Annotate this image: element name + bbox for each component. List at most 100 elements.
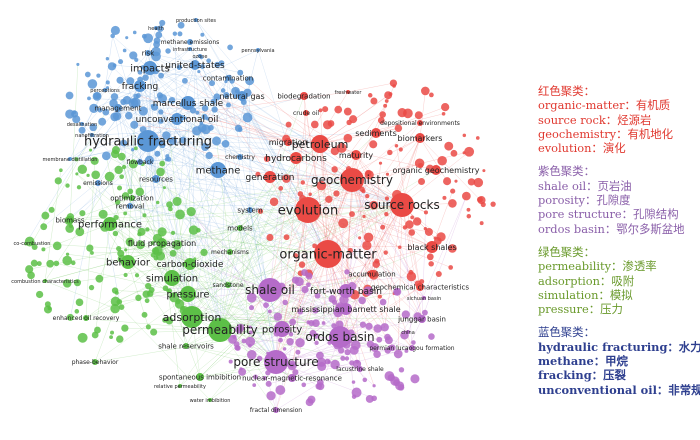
legend-green-item: adsorption：吸附 — [538, 273, 635, 288]
network-edge — [307, 209, 373, 275]
network-edge — [269, 273, 370, 291]
network-edge — [303, 95, 329, 255]
keyword-label: emissions — [83, 180, 113, 187]
network-node — [27, 271, 35, 280]
network-node — [117, 249, 125, 257]
network-node — [376, 336, 383, 343]
network-edge — [147, 140, 309, 211]
keyword-node — [208, 318, 232, 342]
keyword-node — [188, 47, 192, 51]
network-node — [301, 285, 309, 294]
network-edge — [198, 71, 271, 178]
network-edge — [204, 116, 241, 158]
keyword-node — [225, 75, 231, 81]
network-node — [393, 287, 402, 296]
network-node — [300, 180, 306, 185]
keyword-node — [198, 54, 202, 58]
network-node — [384, 347, 391, 354]
network-node — [116, 299, 123, 305]
network-edge — [307, 163, 420, 211]
keyword-node — [134, 80, 146, 92]
network-node — [423, 210, 428, 215]
network-node — [237, 69, 244, 76]
keyword-label: petroleum — [292, 138, 349, 151]
keyword-label: marcellus shale — [153, 99, 224, 109]
network-node — [398, 367, 405, 373]
network-node — [211, 106, 218, 113]
network-node — [380, 323, 389, 332]
network-edge — [375, 106, 446, 134]
network-edge — [339, 223, 344, 338]
network-edge — [351, 122, 421, 181]
network-edge — [217, 169, 296, 281]
network-node — [121, 324, 129, 332]
keyword-label: sichuan basin — [407, 296, 441, 302]
keyword-node — [371, 128, 381, 138]
network-node — [201, 143, 210, 151]
keyword-label: sediments — [355, 129, 396, 138]
network-edge — [219, 209, 251, 331]
network-node — [295, 338, 305, 348]
keyword-node — [273, 407, 279, 413]
network-node — [394, 143, 399, 148]
network-edge — [227, 209, 309, 286]
network-edge — [214, 109, 289, 143]
network-edge — [167, 77, 229, 157]
network-edge — [199, 55, 230, 77]
network-edge — [139, 161, 353, 181]
network-node — [145, 227, 150, 232]
network-node — [410, 215, 415, 220]
keyword-node — [368, 270, 376, 278]
network-node — [166, 201, 173, 208]
keyword-label: desalination — [67, 122, 98, 128]
network-node — [205, 151, 213, 160]
network-edge — [199, 272, 305, 378]
network-edge — [269, 289, 330, 363]
keyword-node — [274, 321, 290, 337]
network-edge — [179, 214, 231, 253]
network-node — [72, 110, 77, 115]
network-edge — [307, 203, 453, 211]
network-edge — [327, 122, 421, 255]
network-nodes — [24, 18, 496, 413]
network-node — [89, 123, 97, 132]
network-node — [267, 309, 272, 314]
network-edge — [104, 35, 113, 91]
network-node — [62, 255, 73, 266]
network-node — [283, 234, 290, 241]
network-edge — [69, 64, 79, 221]
keyword-label: shale oil — [245, 283, 295, 297]
keyword-label: water imbibition — [190, 398, 231, 404]
legend-red-item: source rock：烃源岩 — [538, 112, 652, 127]
network-node — [197, 70, 201, 74]
network-edge — [187, 102, 271, 291]
network-edge — [307, 209, 425, 299]
network-node — [365, 193, 370, 199]
network-edge — [155, 178, 403, 206]
network-node — [428, 333, 435, 340]
network-edge — [179, 311, 271, 387]
keyword-node — [346, 90, 350, 94]
keyword-node — [256, 48, 260, 52]
network-edge — [138, 95, 289, 143]
network-node — [420, 86, 430, 96]
keyword-node — [114, 104, 122, 112]
network-node — [466, 207, 471, 212]
network-edge — [249, 209, 287, 238]
keyword-label: china — [401, 330, 415, 336]
network-node — [414, 111, 423, 120]
network-node — [179, 136, 187, 144]
network-node — [316, 357, 327, 367]
network-edge — [269, 276, 412, 291]
network-node — [157, 227, 167, 237]
network-edge — [219, 179, 353, 331]
network-edge — [133, 163, 173, 279]
network-edge — [129, 205, 271, 291]
cluster-legend: 红色聚类： organic-matter：有机质 source rock：烃源岩… — [538, 84, 700, 406]
network-node — [397, 108, 407, 118]
network-edge — [129, 117, 248, 207]
legend-purple-item: shale oil：页岩油 — [538, 178, 632, 193]
network-edge — [386, 198, 423, 320]
network-node — [169, 249, 177, 257]
network-node — [246, 292, 257, 303]
